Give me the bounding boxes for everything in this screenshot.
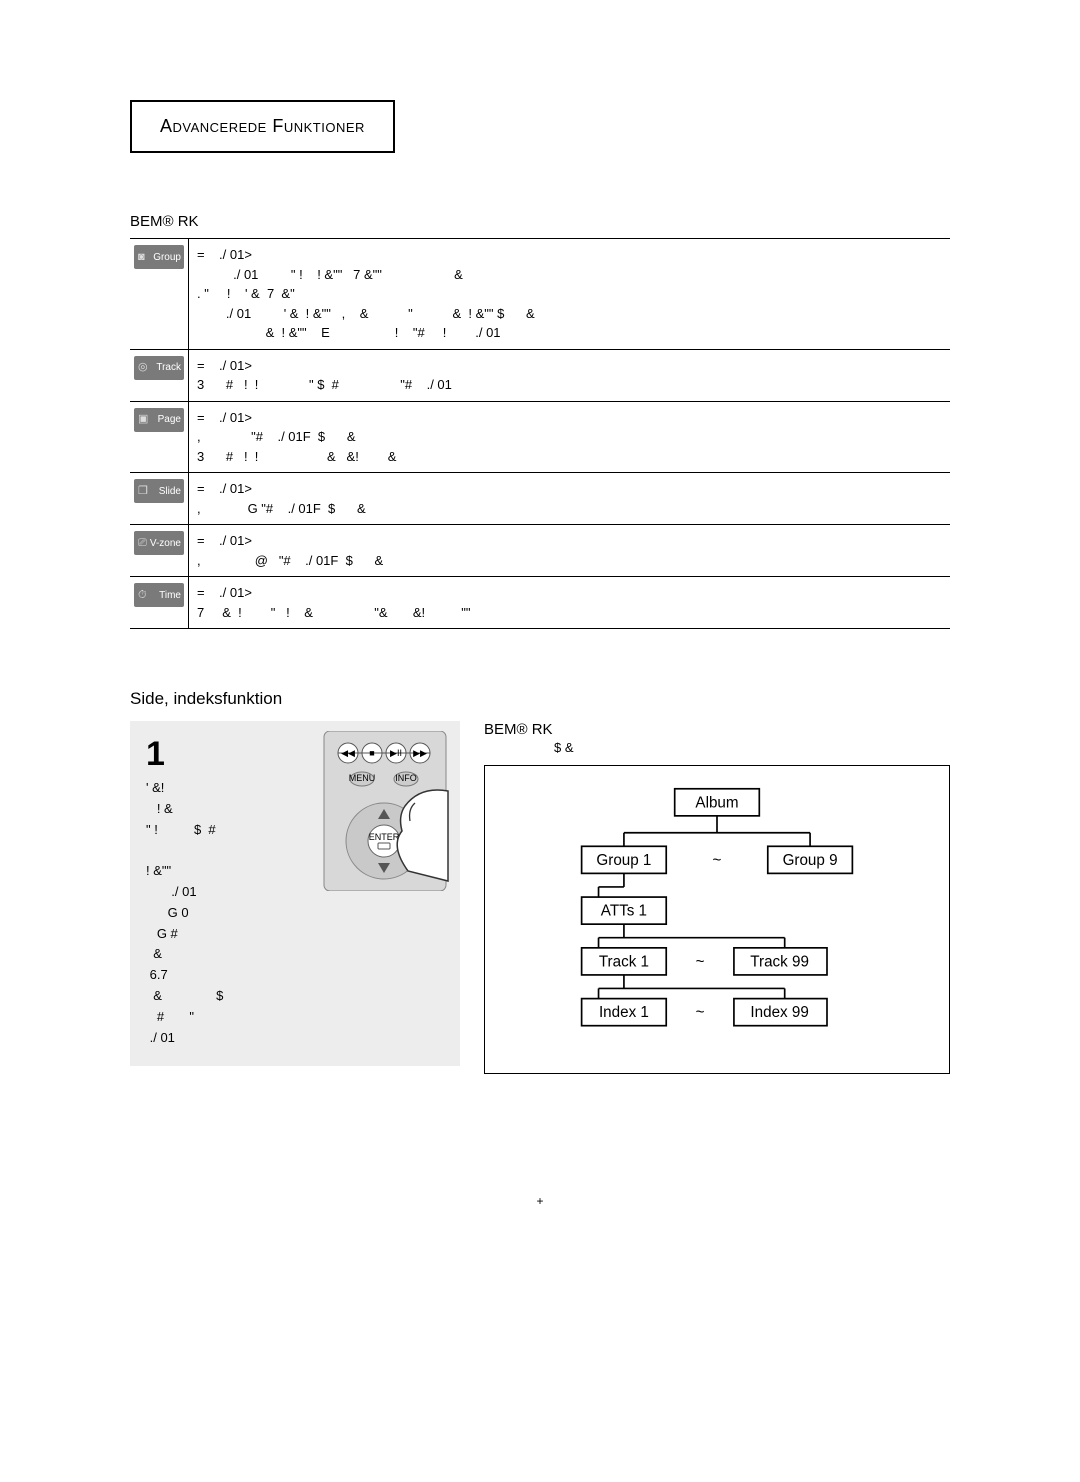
glyph: ❐ — [138, 483, 148, 500]
transport-stop: ■ — [369, 748, 374, 758]
function-icon-cell: ◙ Group — [130, 239, 189, 350]
glyph: ⎚ — [138, 535, 147, 552]
tree-diagram: Album Group 1 ~ Group 9 — [484, 765, 950, 1074]
function-desc: = ./ 01> , "# ./ 01F $ & 3 # ! ! & &! & — [189, 401, 951, 473]
node-index1: Index 1 — [599, 1004, 649, 1021]
function-icon-cell: ⏱ Time — [130, 577, 189, 629]
v-zone-icon: ⎚V-zone — [134, 531, 184, 555]
enter-label: ENTER — [369, 832, 400, 842]
step-row: 1 ' &! ! & " ! $ # ! &"" ./ 01 G 0 G # &… — [130, 721, 950, 1074]
slide-icon: ❐ Slide — [134, 479, 184, 503]
tilde-1: ~ — [713, 852, 722, 869]
glyph: ◎ — [138, 359, 148, 376]
transport-play: ▶II — [390, 748, 402, 758]
function-icon-cell: ❐ Slide — [130, 473, 189, 525]
node-group9: Group 9 — [783, 852, 838, 869]
icon-label: Slide — [159, 484, 181, 499]
node-group1: Group 1 — [596, 852, 651, 869]
icon-label: Group — [153, 250, 181, 265]
function-desc: = ./ 01> ./ 01 " ! ! &"" 7 &"" & . " ! '… — [189, 239, 951, 350]
section-title-box: Advancerede Funktioner — [130, 100, 395, 153]
icon-label: V-zone — [150, 536, 181, 551]
transport-fwd: ▶▶ — [413, 748, 427, 758]
node-track99: Track 99 — [750, 953, 809, 970]
glyph: ▣ — [138, 411, 148, 428]
tree-remark: BEM® RK — [484, 721, 950, 738]
function-desc: = ./ 01> , G "# ./ 01F $ & — [189, 473, 951, 525]
tree-area: BEM® RK $ & Album Group 1 ~ — [484, 721, 950, 1074]
subheading: Side, indeksfunktion — [130, 689, 950, 709]
transport-rew: ◀◀ — [341, 748, 355, 758]
remark-label: BEM® RK — [130, 213, 950, 230]
tilde-2: ~ — [696, 953, 705, 970]
function-icon-cell: ◎ Track — [130, 349, 189, 401]
function-desc: = ./ 01> 3 # ! ! " $ # "# ./ 01 — [189, 349, 951, 401]
info-label: INFO — [395, 773, 417, 783]
function-desc: = ./ 01> 7 & ! " ! & "& &! "" — [189, 577, 951, 629]
tilde-3: ~ — [696, 1004, 705, 1021]
node-track1: Track 1 — [599, 953, 649, 970]
page-number: + — [130, 1194, 950, 1208]
section-title: Advancerede Funktioner — [160, 116, 365, 136]
page-icon: ▣ Page — [134, 408, 184, 432]
tree-sub: $ & — [484, 740, 950, 755]
icon-label: Track — [156, 360, 181, 375]
function-icon-cell: ⎚V-zone — [130, 525, 189, 577]
functions-table: ◙ Group = ./ 01> ./ 01 " ! ! &"" 7 &"" & .… — [130, 238, 950, 629]
icon-label: Time — [159, 588, 181, 603]
menu-label: MENU — [349, 773, 376, 783]
node-atts1: ATTs 1 — [601, 903, 647, 920]
node-index99: Index 99 — [750, 1004, 808, 1021]
function-desc: = ./ 01> , @ "# ./ 01F $ & — [189, 525, 951, 577]
icon-label: Page — [158, 412, 181, 427]
track-icon: ◎ Track — [134, 356, 184, 380]
node-album: Album — [695, 794, 738, 811]
glyph: ⏱ — [138, 587, 147, 604]
group-icon: ◙ Group — [134, 245, 184, 269]
function-icon-cell: ▣ Page — [130, 401, 189, 473]
remote-illustration: ◀◀ ■ ▶II ▶▶ MENU INFO ENTER — [320, 731, 450, 891]
time-icon: ⏱ Time — [134, 583, 184, 607]
glyph: ◙ — [138, 249, 145, 266]
step-box: 1 ' &! ! & " ! $ # ! &"" ./ 01 G 0 G # &… — [130, 721, 460, 1066]
